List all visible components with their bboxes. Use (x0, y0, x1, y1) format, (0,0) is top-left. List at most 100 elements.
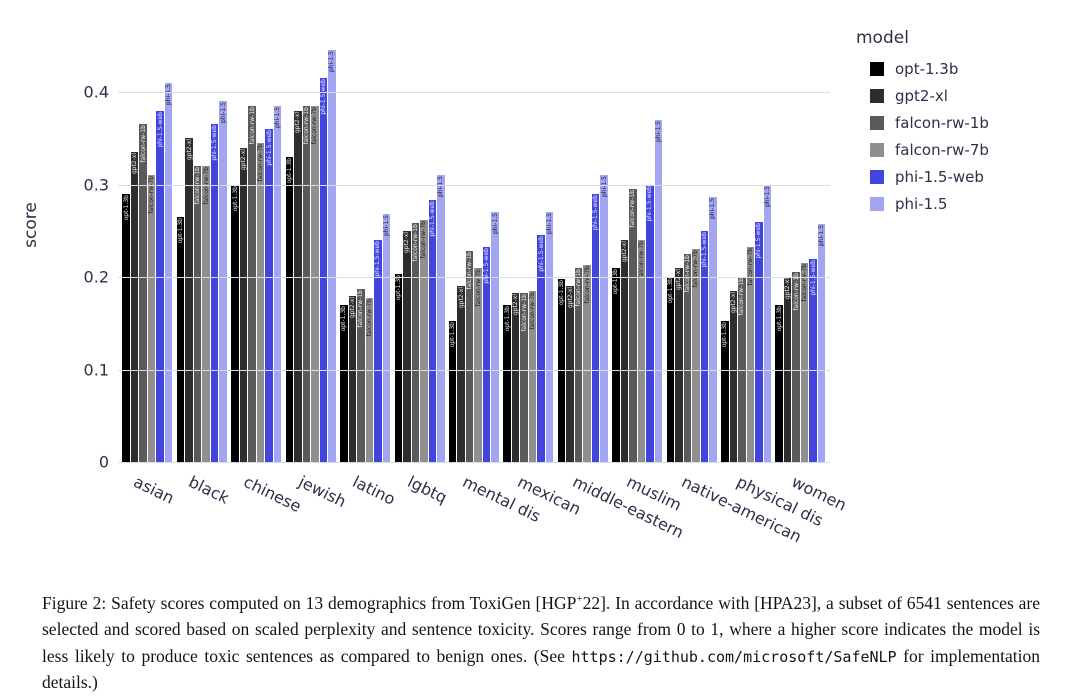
bar-value-label: falcon-rw-1b (520, 293, 528, 332)
bar-value-label: gpt2-xl (403, 231, 411, 253)
bar-value-label: falcon-rw-7b (420, 220, 428, 259)
bar-label-wrap: opt-1.3b (721, 322, 729, 347)
bar-value-label: falcon-rw-1b (792, 273, 800, 311)
bar-value-label: falcon-rw-7b (365, 299, 373, 337)
bar-gpt2-xl-physical-dis: gpt2-xl (729, 290, 738, 462)
legend-item-falcon-rw-1b: falcon-rw-1b (870, 114, 989, 132)
x-tick-label-latino: latino (350, 472, 399, 509)
figure-caption: Figure 2: Safety scores computed on 13 d… (42, 590, 1040, 696)
bar-group-black: opt-1.3b gpt2-xl falcon-rw-1b falcon-rw-7b p… (176, 101, 227, 462)
bar-value-label: gpt2-xl (512, 293, 520, 315)
bar-label-wrap: gpt2-xl (457, 287, 465, 308)
bar-value-label: gpt2-xl (185, 139, 193, 161)
bar-value-label: falcon-rw-1b (738, 278, 746, 316)
bar-label-wrap: phi-1.5 (600, 176, 608, 197)
bar-value-label: phi-1.5-web (319, 79, 327, 115)
bar-label-wrap: opt-1.3b (286, 158, 294, 183)
bar-label-wrap: falcon-rw-1b (738, 278, 746, 316)
bar-value-label: gpt2-xl (620, 241, 628, 263)
legend-label-phi-1.5: phi-1.5 (895, 195, 948, 213)
bar-group-asian: opt-1.3b gpt2-xl falcon-rw-1b falcon-rw-7b p… (122, 82, 173, 462)
bar-gpt2-xl-native-american: gpt2-xl (675, 267, 683, 462)
bar-label-wrap: gpt2-xl (621, 241, 629, 262)
bar-value-label: phi-1.5-web (211, 125, 219, 161)
bar-label-wrap: falcon-rw-1b (248, 107, 256, 145)
bar-value-label: opt-1.3b (285, 157, 293, 184)
bar-value-label: gpt2-xl (457, 287, 465, 309)
bar-falcon-rw-1b-lgbtq: falcon-rw-1b (411, 223, 420, 462)
bar-label-wrap: opt-1.3b (612, 269, 620, 294)
bar-label-wrap: phi-1.5-web (374, 241, 382, 277)
bar-value-label: falcon-rw-7b (148, 176, 156, 214)
bar-falcon-rw-7b-jewish: falcon-rw-7b (311, 105, 319, 462)
caption-text-prefix: Figure 2: Safety scores computed on 13 d… (42, 592, 577, 613)
bar-opt-1.3b-muslim: opt-1.3b (612, 267, 620, 462)
bar-value-label: falcon-rw-1b (466, 252, 474, 290)
bar-value-label: gpt2-xl (729, 291, 737, 314)
bar-falcon-rw-1b-middle-eastern: falcon-rw-1b (574, 267, 583, 462)
bar-label-wrap: phi-1.5-web (646, 186, 654, 222)
bar-value-label: falcon-rw-7b (801, 264, 809, 302)
bar-value-label: gpt2-xl (131, 153, 139, 175)
bar-label-wrap: phi-1.5 (274, 107, 282, 128)
bar-label-wrap: falcon-rw-1b (575, 269, 583, 307)
bar-phi-1.5-native-american: phi-1.5 (709, 196, 717, 462)
bar-label-wrap: phi-1.5-web (429, 201, 437, 237)
bar-label-wrap: falcon-rw-7b (257, 144, 265, 182)
caption-url: https://github.com/microsoft/SafeNLP (571, 647, 897, 666)
bar-value-label: phi-1.5-web (537, 236, 545, 272)
bar-falcon-rw-7b-latino: falcon-rw-7b (365, 298, 374, 462)
bar-value-label: gpt2-xl (240, 148, 248, 170)
bar-phi-1.5-physical-dis: phi-1.5 (763, 184, 772, 462)
bar-falcon-rw-7b-lgbtq: falcon-rw-7b (420, 219, 428, 462)
bar-label-wrap: phi-1.5 (491, 213, 499, 234)
bar-falcon-rw-7b-mexican: falcon-rw-7b (528, 290, 537, 462)
bar-value-label: falcon-rw-1b (248, 106, 256, 145)
bar-label-wrap: phi-1.5 (165, 84, 173, 105)
bar-gpt2-xl-asian: gpt2-xl (130, 152, 139, 462)
legend-swatch-falcon-rw-1b (870, 116, 884, 130)
bar-value-label: falcon-rw-1b (139, 125, 147, 163)
bar-phi-1.5-web-latino: phi-1.5-web (374, 240, 382, 462)
bar-phi-1.5-middle-eastern: phi-1.5 (600, 175, 608, 462)
bar-label-wrap: phi-1.5 (818, 225, 826, 246)
bar-group-women: opt-1.3b gpt2-xl falcon-rw-1b falcon-rw-7b p… (775, 224, 826, 462)
bar-phi-1.5-web-lgbtq: phi-1.5-web (428, 200, 437, 462)
bar-label-wrap: falcon-rw-7b (529, 292, 537, 330)
bar-value-label: opt-1.3b (503, 305, 511, 332)
bar-label-wrap: phi-1.5 (655, 121, 663, 142)
bar-phi-1.5-chinese: phi-1.5 (273, 105, 282, 462)
bar-value-label: phi-1.5-web (700, 231, 708, 268)
bar-group-jewish: opt-1.3b gpt2-xl falcon-rw-1b falcon-rw-7b p… (285, 50, 336, 462)
bar-label-wrap: falcon-rw-7b (638, 241, 646, 279)
bar-value-label: phi-1.5 (546, 213, 554, 235)
bar-falcon-rw-7b-mental-dis: falcon-rw-7b (474, 267, 482, 462)
bar-label-wrap: phi-1.5 (219, 102, 227, 123)
bar-group-mental-dis: opt-1.3b gpt2-xl falcon-rw-1b falcon-rw-7b p… (448, 212, 499, 462)
bar-value-label: falcon-rw-7b (692, 250, 700, 288)
legend-label-opt-1.3b: opt-1.3b (895, 60, 959, 78)
bar-value-label: falcon-rw-1b (357, 290, 365, 328)
bar-value-label: falcon-rw-1b (575, 268, 583, 307)
bar-value-label: opt-1.3b (231, 185, 239, 211)
bar-value-label: opt-1.3b (612, 268, 620, 295)
legend-label-falcon-rw-1b: falcon-rw-1b (895, 114, 989, 132)
bar-label-wrap: falcon-rw-7b (366, 299, 374, 337)
legend-swatch-opt-1.3b (870, 62, 884, 76)
bar-falcon-rw-1b-asian: falcon-rw-1b (139, 124, 147, 462)
legend-items: opt-1.3b gpt2-xl falcon-rw-1b falcon-rw-7b p… (856, 60, 989, 213)
bar-value-label: phi-1.5 (763, 185, 771, 207)
bar-phi-1.5-latino: phi-1.5 (382, 214, 391, 462)
bar-gpt2-xl-mental-dis: gpt2-xl (457, 286, 465, 462)
bar-opt-1.3b-mental-dis: opt-1.3b (448, 321, 457, 462)
y-tick-label-0: 0 (98, 452, 109, 472)
gridline-0 (118, 462, 830, 463)
bar-falcon-rw-7b-chinese: falcon-rw-7b (256, 142, 265, 462)
bar-falcon-rw-1b-black: falcon-rw-1b (193, 166, 202, 462)
bar-value-label: phi-1.5 (818, 225, 826, 247)
bar-phi-1.5-mental-dis: phi-1.5 (491, 212, 499, 462)
bar-opt-1.3b-jewish: opt-1.3b (285, 156, 294, 462)
bar-label-wrap: opt-1.3b (667, 278, 675, 303)
bar-value-label: gpt2-xl (294, 111, 302, 133)
plot-area: opt-1.3b gpt2-xl falcon-rw-1b falcon-rw-7b p… (84, 10, 849, 546)
